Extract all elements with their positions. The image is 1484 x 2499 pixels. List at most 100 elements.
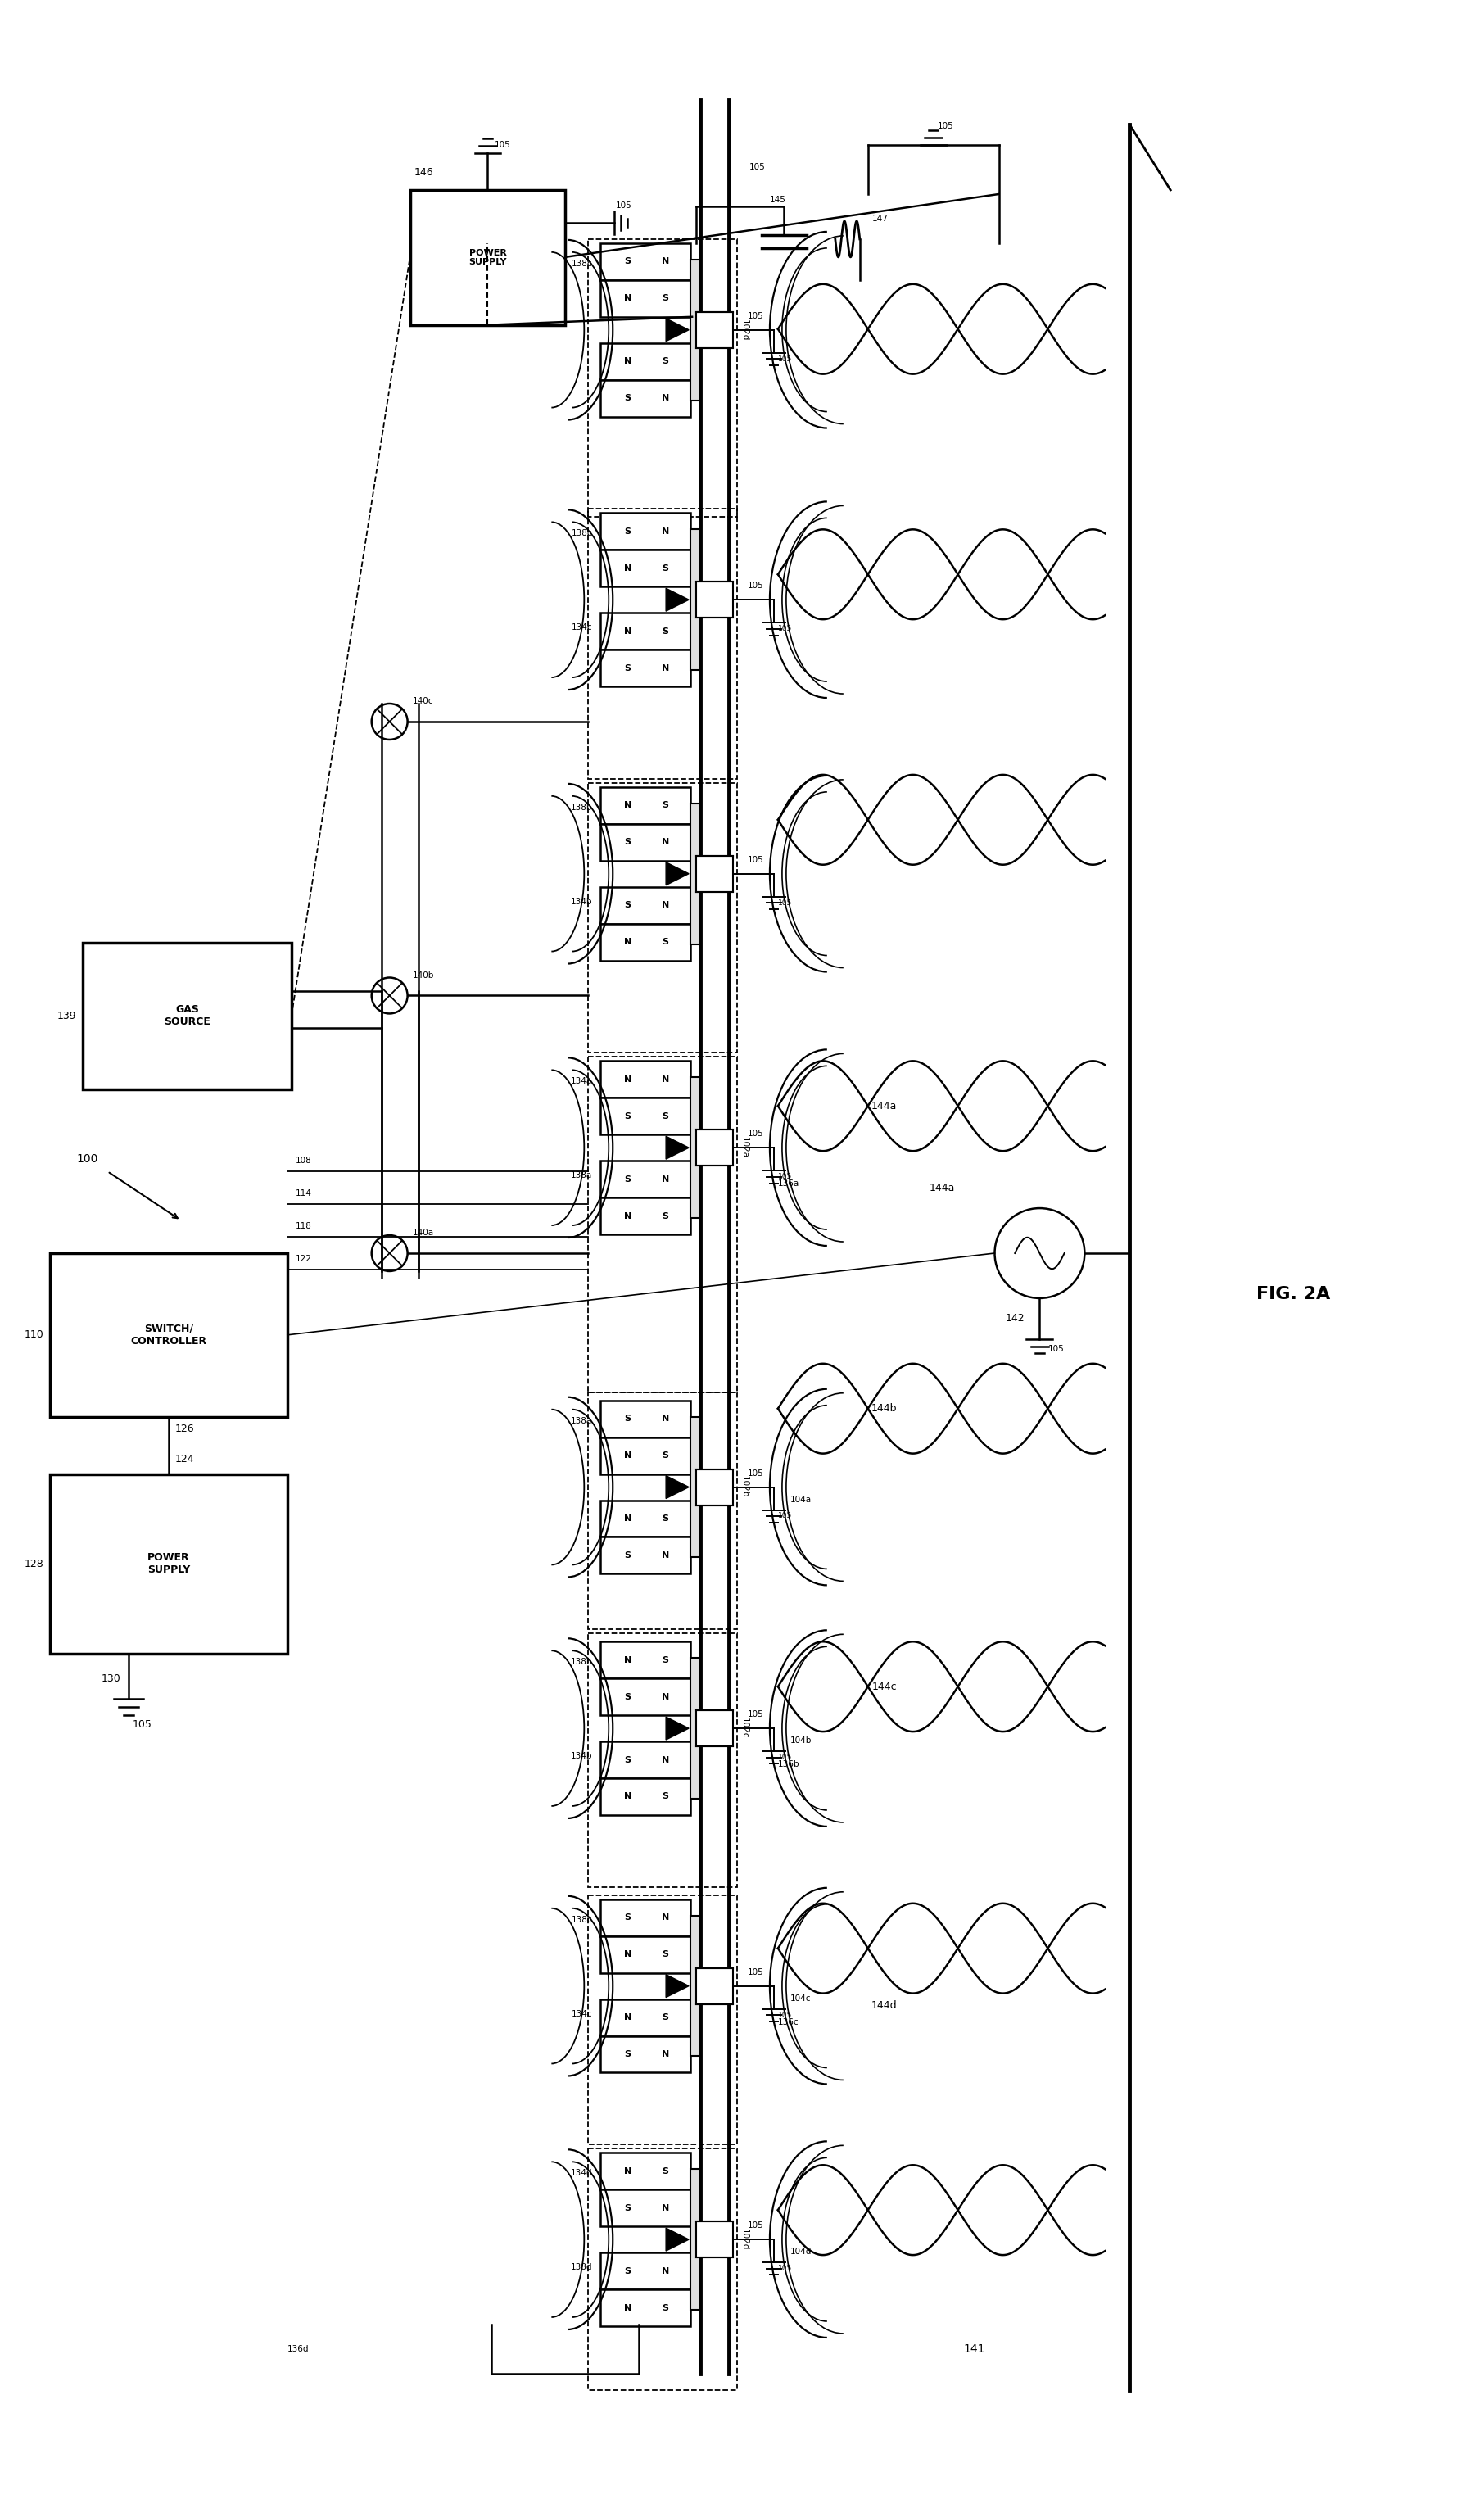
Text: 138a: 138a: [571, 1417, 592, 1424]
Text: 134a: 134a: [571, 1077, 592, 1085]
Text: S: S: [662, 295, 669, 302]
Bar: [690, 260, 700, 400]
Text: 105: 105: [938, 122, 954, 130]
Text: N: N: [662, 1075, 669, 1085]
Text: S: S: [625, 665, 631, 672]
Text: GAS
SOURCE: GAS SOURCE: [163, 1005, 211, 1027]
Text: 138c: 138c: [571, 530, 592, 537]
Text: 144a: 144a: [929, 1182, 956, 1192]
Text: S: S: [625, 257, 631, 265]
Text: N: N: [623, 1075, 631, 1085]
Bar: [601, 2289, 690, 2327]
Text: POWER
SUPPLY: POWER SUPPLY: [469, 247, 506, 267]
Text: N: N: [623, 357, 631, 365]
Text: 130: 130: [101, 1674, 120, 1684]
Text: N: N: [662, 2204, 669, 2212]
Polygon shape: [666, 862, 689, 885]
Text: N: N: [662, 665, 669, 672]
Text: 105: 105: [778, 355, 792, 362]
Text: S: S: [625, 1757, 631, 1764]
Text: N: N: [623, 1514, 631, 1522]
Bar: [601, 1999, 690, 2037]
Text: 126: 126: [175, 1424, 194, 1434]
Text: 128: 128: [24, 1559, 43, 1569]
Polygon shape: [666, 1974, 689, 1997]
Text: S: S: [662, 1514, 669, 1522]
Text: S: S: [662, 2167, 669, 2174]
Text: N: N: [662, 1552, 669, 1559]
Text: S: S: [625, 1112, 631, 1120]
Text: N: N: [662, 902, 669, 910]
Bar: [696, 1130, 733, 1165]
Bar: [588, 1634, 738, 1887]
Text: 140c: 140c: [413, 697, 433, 705]
Text: 142: 142: [1006, 1312, 1025, 1324]
Text: S: S: [625, 1414, 631, 1422]
Bar: [601, 1197, 690, 1235]
Bar: [601, 612, 690, 650]
Text: 140a: 140a: [413, 1230, 433, 1237]
Bar: [690, 1417, 700, 1557]
Polygon shape: [666, 1137, 689, 1160]
Bar: [601, 242, 690, 280]
Text: 102b: 102b: [741, 1477, 748, 1497]
Text: S: S: [662, 627, 669, 635]
Text: 141: 141: [963, 2344, 985, 2354]
Bar: [50, 1252, 288, 1417]
Text: N: N: [623, 565, 631, 572]
Text: S: S: [625, 2049, 631, 2059]
Text: N: N: [623, 2304, 631, 2312]
Bar: [601, 925, 690, 960]
Text: N: N: [662, 257, 669, 265]
Bar: [696, 2222, 733, 2257]
Text: 136a: 136a: [778, 1180, 800, 1187]
Text: S: S: [625, 1175, 631, 1182]
Text: 114: 114: [295, 1190, 312, 1197]
Text: 105: 105: [778, 1512, 792, 1519]
Bar: [601, 1937, 690, 1972]
Text: 138a: 138a: [571, 1172, 592, 1180]
Text: N: N: [662, 1414, 669, 1422]
Bar: [601, 787, 690, 825]
Bar: [601, 1399, 690, 1437]
Text: S: S: [662, 2014, 669, 2022]
Text: 105: 105: [748, 855, 764, 865]
Text: S: S: [662, 937, 669, 947]
Bar: [601, 2189, 690, 2227]
Text: 105: 105: [1048, 1344, 1064, 1352]
Text: N: N: [623, 937, 631, 947]
Text: S: S: [662, 1657, 669, 1664]
Text: N: N: [662, 2049, 669, 2059]
Text: 110: 110: [24, 1329, 43, 1339]
Text: S: S: [662, 357, 669, 365]
Text: S: S: [625, 527, 631, 535]
Text: 105: 105: [748, 2222, 764, 2229]
Bar: [696, 1709, 733, 1747]
Text: N: N: [662, 1692, 669, 1702]
Bar: [601, 1160, 690, 1197]
Bar: [601, 512, 690, 550]
Text: S: S: [662, 2304, 669, 2312]
Text: N: N: [662, 2267, 669, 2274]
Text: S: S: [625, 1914, 631, 1922]
Bar: [601, 2252, 690, 2289]
Text: 105: 105: [778, 2012, 792, 2019]
Bar: [601, 1679, 690, 1714]
Text: 104d: 104d: [791, 2247, 812, 2257]
Bar: [601, 380, 690, 417]
Text: 138c: 138c: [571, 260, 592, 267]
Bar: [601, 650, 690, 687]
Text: 144d: 144d: [871, 1999, 898, 2012]
Text: 105: 105: [494, 140, 510, 150]
Text: N: N: [623, 802, 631, 810]
Text: S: S: [625, 1692, 631, 1702]
Text: 104a: 104a: [791, 1494, 812, 1504]
Text: N: N: [662, 837, 669, 847]
Text: 102d: 102d: [741, 320, 748, 340]
Bar: [601, 1097, 690, 1135]
Bar: [601, 280, 690, 317]
Text: 134b: 134b: [571, 1752, 592, 1759]
Bar: [601, 2037, 690, 2072]
Text: N: N: [623, 1657, 631, 1664]
Text: 145: 145: [770, 195, 787, 205]
